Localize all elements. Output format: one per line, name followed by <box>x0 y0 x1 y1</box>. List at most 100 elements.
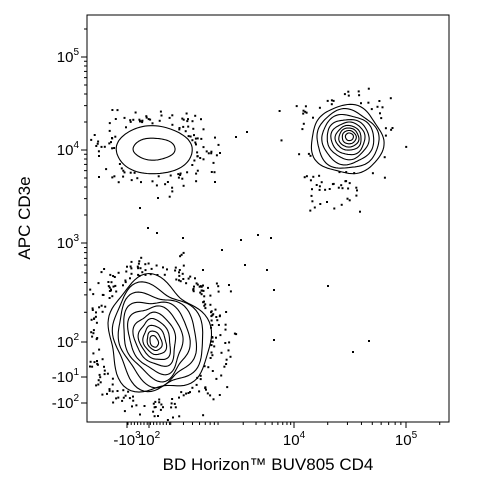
event-dot <box>111 176 114 179</box>
event-dot <box>147 262 150 265</box>
event-dot <box>195 180 198 183</box>
event-dot <box>332 99 335 102</box>
event-dot <box>135 404 138 407</box>
event-dot <box>170 402 173 405</box>
event-dot <box>356 189 358 192</box>
event-dot <box>345 171 348 174</box>
event-dot <box>159 110 162 113</box>
event-dot <box>318 188 321 191</box>
event-dot <box>209 294 212 297</box>
event-dot <box>224 342 227 344</box>
event-dot <box>205 388 207 391</box>
event-dot <box>132 118 135 121</box>
event-dot <box>193 285 195 288</box>
contour-line <box>146 330 163 352</box>
event-dot <box>96 363 99 366</box>
event-dot <box>136 265 139 268</box>
event-dot <box>187 118 189 121</box>
event-dot <box>228 341 231 344</box>
event-dot <box>309 209 312 212</box>
event-dot <box>209 357 212 359</box>
event-dot <box>108 388 111 391</box>
event-dot <box>352 351 354 353</box>
event-dot <box>111 383 114 386</box>
event-dot <box>228 284 230 286</box>
event-dot <box>207 152 210 155</box>
event-dot <box>229 290 232 293</box>
event-dot <box>384 127 387 130</box>
event-dot <box>340 203 343 206</box>
event-dot <box>90 138 93 141</box>
event-dot <box>97 150 100 153</box>
event-dot <box>111 390 114 393</box>
contour-line <box>341 129 357 145</box>
event-dot <box>213 345 216 348</box>
event-dot <box>140 256 143 259</box>
event-dot <box>318 106 321 109</box>
event-dot <box>178 269 181 271</box>
event-dot <box>98 155 100 157</box>
event-dot <box>198 390 201 393</box>
event-dot <box>108 290 111 292</box>
event-dot <box>379 112 381 115</box>
event-dot <box>215 154 218 157</box>
event-dot <box>187 125 190 128</box>
event-dot <box>312 116 314 119</box>
event-dot <box>96 360 98 362</box>
event-dot <box>204 307 207 310</box>
contour-line <box>344 132 354 142</box>
event-dot <box>193 159 196 162</box>
event-dot <box>173 402 176 405</box>
event-dot <box>90 331 93 334</box>
event-dot <box>202 128 205 131</box>
event-dot <box>302 109 305 112</box>
event-dot <box>98 348 101 351</box>
event-dot <box>115 397 118 400</box>
event-dot <box>211 354 214 357</box>
event-dot <box>199 291 202 294</box>
event-dot <box>295 105 298 108</box>
event-dot <box>164 183 167 186</box>
event-dot <box>270 237 272 239</box>
event-dot <box>144 263 147 266</box>
event-dot <box>187 135 190 138</box>
event-dot <box>210 310 213 313</box>
event-dot <box>210 351 213 354</box>
event-dot <box>189 391 191 394</box>
event-dot <box>141 271 144 274</box>
event-dot <box>217 143 220 146</box>
event-dot <box>105 168 108 171</box>
event-dot <box>194 277 196 280</box>
event-dot <box>225 311 228 313</box>
event-dot <box>182 251 185 254</box>
event-dot <box>96 337 99 339</box>
event-dot <box>91 335 94 338</box>
event-dot <box>113 175 116 178</box>
event-dot <box>89 365 91 368</box>
event-dot <box>347 90 350 93</box>
event-dot <box>320 181 323 184</box>
event-dot <box>100 145 103 148</box>
event-dot <box>343 93 346 96</box>
contour-line <box>310 103 385 175</box>
event-dot <box>184 130 187 133</box>
event-dot <box>95 384 98 387</box>
event-dot <box>302 122 305 125</box>
event-dot <box>182 184 185 187</box>
contour-line <box>115 125 193 175</box>
event-dot <box>91 309 94 311</box>
event-dot <box>199 157 202 159</box>
event-dot <box>178 279 180 282</box>
event-dot <box>226 386 229 389</box>
event-dot <box>122 389 125 392</box>
event-dot <box>143 405 146 407</box>
event-dot <box>211 370 214 372</box>
event-dot <box>298 153 301 156</box>
contour-line <box>142 324 168 356</box>
event-dot <box>144 269 147 272</box>
event-dot <box>113 276 116 278</box>
event-dot <box>182 237 184 239</box>
event-dot <box>200 118 202 121</box>
